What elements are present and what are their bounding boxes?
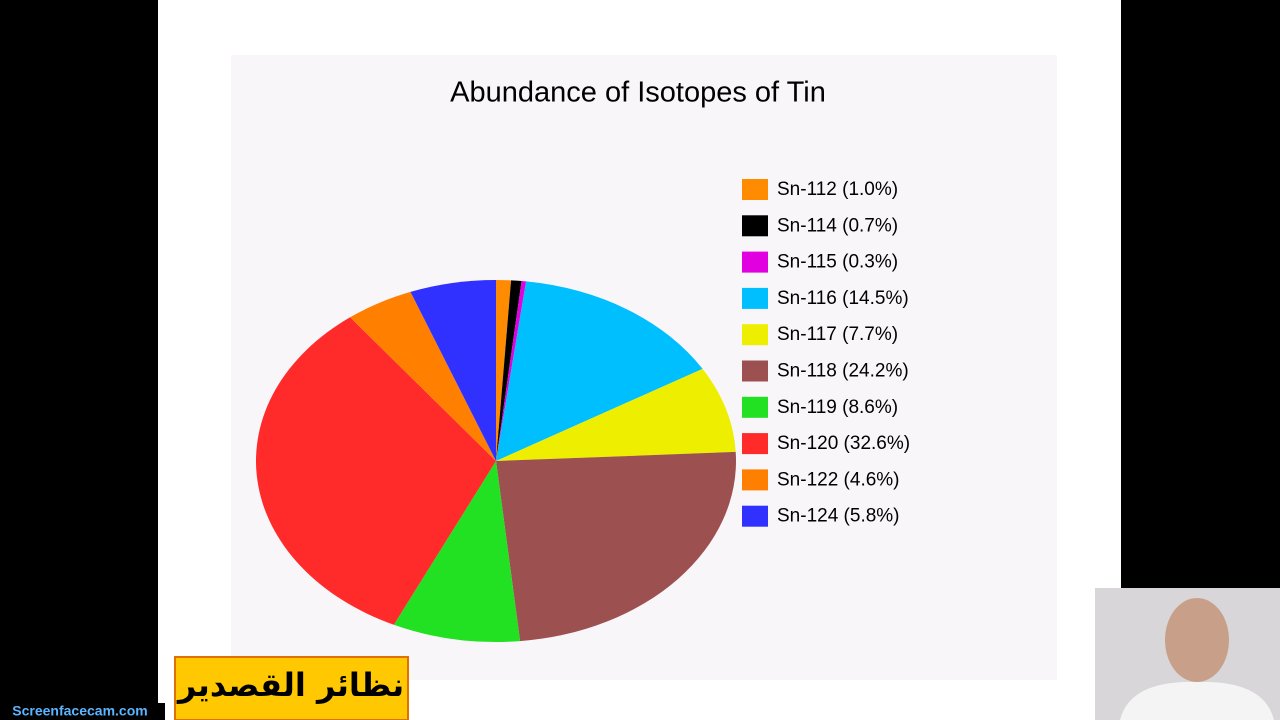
legend-swatch xyxy=(742,251,768,273)
watermark-box xyxy=(0,703,165,720)
legend-swatch xyxy=(742,215,768,237)
chart-title: Abundance of Isotopes of Tin xyxy=(450,77,826,109)
legend-swatch xyxy=(742,505,768,527)
legend-label: Sn-119 (8.6%) xyxy=(777,397,898,418)
legend-swatch xyxy=(742,469,768,491)
legend-label: Sn-112 (1.0%) xyxy=(777,179,898,200)
pie-slice xyxy=(496,281,703,461)
pie-slice xyxy=(256,317,496,625)
caption-box xyxy=(174,656,409,720)
legend-label: Sn-116 (14.5%) xyxy=(777,288,909,309)
legend-swatch xyxy=(742,433,768,455)
legend-swatch xyxy=(742,360,768,382)
pie-slice xyxy=(496,451,737,642)
legend-swatch xyxy=(742,396,768,418)
pie-slice xyxy=(496,281,527,461)
legend-label: Sn-115 (0.3%) xyxy=(777,252,898,273)
webcam-face xyxy=(1165,598,1229,682)
legend-label: Sn-114 (0.7%) xyxy=(777,215,898,236)
watermark: Screenfacecam.com xyxy=(12,703,147,719)
legend-label: Sn-118 (24.2%) xyxy=(777,361,909,382)
pie-slice xyxy=(496,280,522,461)
legend-swatch xyxy=(742,287,768,309)
pie-slice xyxy=(496,368,736,461)
pie-slice xyxy=(350,291,496,461)
legend-label: Sn-117 (7.7%) xyxy=(777,324,898,345)
pie-slice xyxy=(393,461,521,642)
legend-swatch xyxy=(742,179,768,200)
caption: نظائر القصدير xyxy=(176,666,404,704)
legend: Sn-112 (1.0%) Sn-114 (0.7%) Sn-115 (0.3%) S… xyxy=(742,179,910,527)
pie-slice xyxy=(496,280,512,461)
pie xyxy=(256,280,737,642)
legend-label: Sn-124 (5.8%) xyxy=(777,506,900,527)
legend-swatch xyxy=(742,324,768,346)
legend-label: Sn-120 (32.6%) xyxy=(777,433,910,454)
legend-label: Sn-122 (4.6%) xyxy=(777,469,900,490)
webcam-shirt xyxy=(1120,681,1274,720)
pie-slice xyxy=(410,280,496,461)
